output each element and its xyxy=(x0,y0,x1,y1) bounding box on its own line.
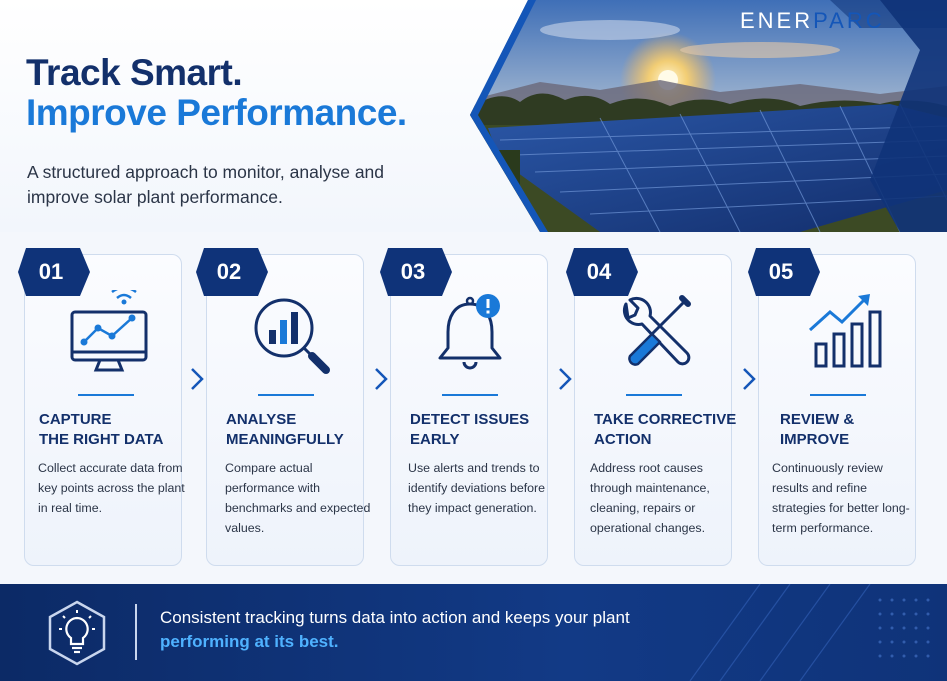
step-number: 02 xyxy=(216,259,242,284)
solar-farm-sunset-photo xyxy=(470,0,947,232)
step-description: Address root causes through maintenance,… xyxy=(590,461,710,535)
step-title: TAKE CORRECTIVE ACTION xyxy=(594,411,737,448)
step-badge xyxy=(566,248,638,296)
chevron-right-icon xyxy=(375,368,388,390)
step-divider xyxy=(626,394,682,396)
step-title: REVIEW & IMPROVE xyxy=(780,411,855,448)
footer-message: Consistent tracking turns data into acti… xyxy=(160,608,630,651)
step-card-review xyxy=(758,254,916,566)
magnifier-chart-icon xyxy=(254,298,330,374)
page-title-line2: Improve Performance. xyxy=(26,92,407,133)
step-badge xyxy=(196,248,268,296)
step-title: ANALYSE MEANINGFULLY xyxy=(226,411,344,448)
page-title-line1: Track Smart. xyxy=(26,52,243,93)
lightbulb-icon xyxy=(48,600,106,666)
step-card-action xyxy=(574,254,732,566)
step-title: DETECT ISSUES EARLY xyxy=(410,411,530,448)
alert-bell-icon xyxy=(438,294,502,370)
footer-highlight: performing at its best. xyxy=(160,632,339,651)
step-description: Compare actual performance with benchmar… xyxy=(225,461,371,535)
step-card-detect xyxy=(390,254,548,566)
step-badge xyxy=(18,248,90,296)
footer-decoration xyxy=(689,584,930,681)
step-number: 04 xyxy=(586,259,612,284)
step-divider xyxy=(442,394,498,396)
step-divider xyxy=(78,394,134,396)
chevron-right-icon xyxy=(743,368,756,390)
wrench-screwdriver-icon xyxy=(622,295,691,366)
step-description: Collect accurate data from key points ac… xyxy=(38,461,185,515)
step-badge xyxy=(748,248,820,296)
growth-chart-icon xyxy=(808,294,882,368)
step-number: 05 xyxy=(768,259,794,284)
chevron-right-icon xyxy=(559,368,572,390)
chevron-right-icon xyxy=(191,368,204,390)
step-number: 03 xyxy=(400,259,426,284)
step-card-capture xyxy=(24,254,182,566)
step-badge xyxy=(380,248,452,296)
hero-section: ENERPARC Track Smart. Improve Performanc… xyxy=(0,0,947,232)
monitor-chart-icon xyxy=(70,290,148,372)
step-divider xyxy=(810,394,866,396)
brand-logo: ENERPARC xyxy=(740,8,885,33)
footer-divider xyxy=(135,604,137,660)
step-description: Continuously review results and refine s… xyxy=(772,461,910,535)
step-title: CAPTURE THE RIGHT DATA xyxy=(39,411,164,448)
footer-banner: Consistent tracking turns data into acti… xyxy=(0,584,947,681)
step-card-analyse xyxy=(206,254,364,566)
step-number: 01 xyxy=(38,259,64,284)
page-subtitle: A structured approach to monitor, analys… xyxy=(27,162,385,207)
process-steps: 01 CAPTURE THE RIGHT DATA Collect accura… xyxy=(0,248,947,573)
step-divider xyxy=(258,394,314,396)
step-description: Use alerts and trends to identify deviat… xyxy=(408,461,546,515)
